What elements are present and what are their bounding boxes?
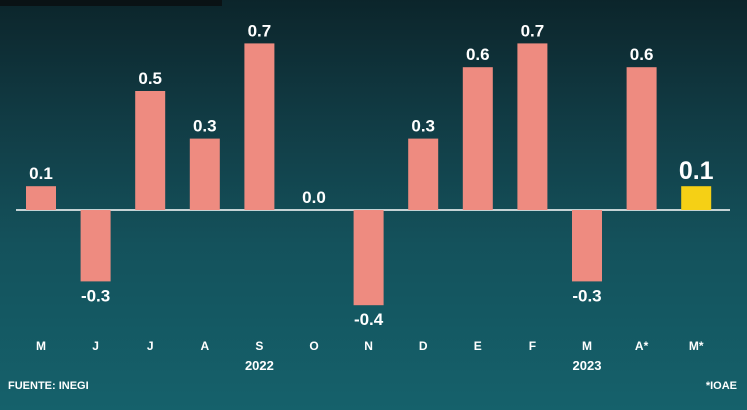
bar <box>244 43 275 211</box>
x-tick-label: E <box>474 339 482 353</box>
x-tick-label: J <box>92 339 99 353</box>
value-label: 0.6 <box>630 45 654 64</box>
x-tick-label: N <box>364 339 373 353</box>
source-note: FUENTE: INEGI <box>8 380 89 392</box>
bar-highlight <box>681 186 712 210</box>
value-label: 0.3 <box>193 117 217 136</box>
value-label: -0.3 <box>572 286 601 305</box>
bar <box>517 43 548 211</box>
value-label: -0.3 <box>81 286 110 305</box>
x-tick-label: J <box>147 339 154 353</box>
value-label: 0.6 <box>466 45 490 64</box>
x-tick-label: M* <box>689 339 704 353</box>
header-bar <box>0 0 222 6</box>
value-label: 0.0 <box>302 188 326 207</box>
bar <box>26 186 56 210</box>
value-label: 0.1 <box>29 164 53 183</box>
bar <box>80 210 111 282</box>
x-tick-label: M <box>36 339 46 353</box>
year-label: 2022 <box>245 358 274 373</box>
x-tick-label: O <box>309 339 318 353</box>
x-tick-label: D <box>419 339 428 353</box>
value-label: 0.3 <box>411 117 435 136</box>
value-label: 0.7 <box>521 21 545 40</box>
x-tick-label: S <box>255 339 263 353</box>
bar <box>462 67 493 210</box>
bar <box>353 210 384 306</box>
x-tick-label: M <box>582 339 592 353</box>
value-label: -0.4 <box>354 310 384 329</box>
value-label: 0.5 <box>138 69 162 88</box>
footnote-marker: *IOAE <box>705 380 737 392</box>
x-tick-label: A* <box>635 339 649 353</box>
value-label: 0.7 <box>248 21 272 40</box>
year-label: 2023 <box>573 358 602 373</box>
bar <box>572 210 602 282</box>
x-tick-label: F <box>529 339 536 353</box>
bar <box>189 138 220 210</box>
value-label: 0.1 <box>679 157 714 185</box>
bar <box>626 67 657 210</box>
bar <box>408 138 439 210</box>
x-tick-label: A <box>200 339 209 353</box>
bar <box>135 91 166 210</box>
